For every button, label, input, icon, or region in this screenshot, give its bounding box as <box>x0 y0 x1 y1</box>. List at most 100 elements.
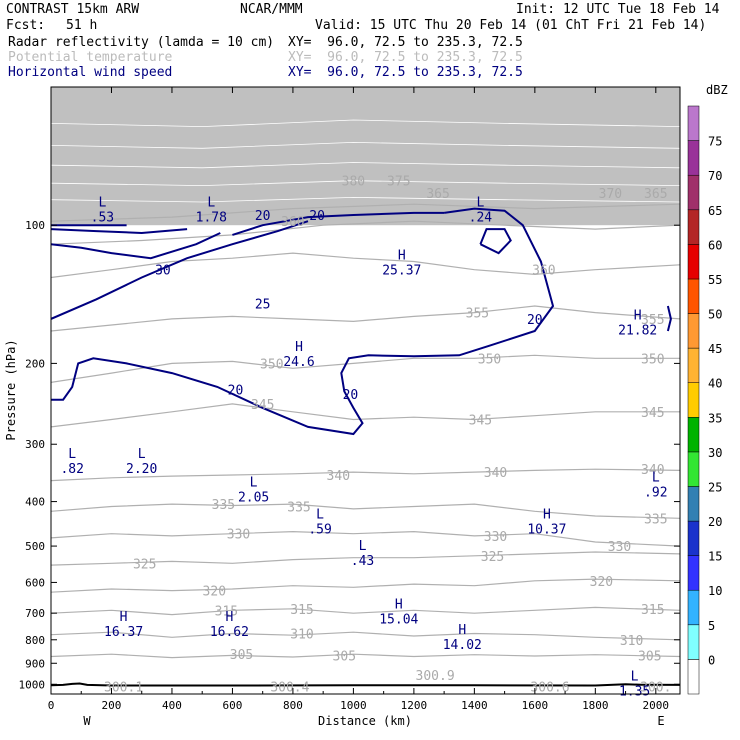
theta-label: 330 <box>484 530 507 545</box>
theta-label: 325 <box>481 550 504 565</box>
field-reflectivity-name: Radar reflectivity (lamda = 10 cm) <box>8 35 275 50</box>
colorbar-swatch <box>687 417 700 453</box>
extremum-value: 1.35 <box>619 684 650 699</box>
x-tick-label: 1000 <box>340 699 367 712</box>
stratosphere-theta-band <box>51 87 680 226</box>
theta-contour-325 <box>51 551 680 566</box>
theta-label: 350 <box>641 352 664 367</box>
theta-label: 300.4 <box>270 680 309 695</box>
theta-label: 320 <box>590 575 613 590</box>
wind-speed-label: 30 <box>155 264 171 279</box>
extremum-value: .53 <box>91 211 114 226</box>
theta-label: 320 <box>203 585 226 600</box>
wind-contour-35 <box>51 228 188 235</box>
theta-contour-310 <box>51 631 680 641</box>
extremum-kind: L <box>138 447 146 462</box>
theta-contour-340 <box>51 468 680 482</box>
extremum-value: 2.05 <box>238 491 269 506</box>
theta-contour-355 <box>51 305 680 332</box>
x-tick-label: 800 <box>283 699 303 712</box>
theta-label: 315 <box>290 603 313 618</box>
colorbar-level-label: 40 <box>708 377 722 391</box>
theta-label: 305 <box>230 648 253 663</box>
theta-label: 335 <box>287 501 310 516</box>
colorbar-level-label: 0 <box>708 653 715 667</box>
extremum-kind: H <box>120 610 128 625</box>
colorbar-level-label: 15 <box>708 550 722 564</box>
theta-label: 365 <box>426 187 449 202</box>
wind-speed-label: 25 <box>255 297 271 312</box>
extremum-value: 15.04 <box>379 612 418 627</box>
extremum-value: 14.02 <box>443 638 482 653</box>
theta-label: 305 <box>333 649 356 664</box>
theta-label: 360 <box>532 264 555 279</box>
extremum-value: .24 <box>469 211 493 226</box>
colorbar-level-label: 10 <box>708 584 722 598</box>
colorbar-level-label: 50 <box>708 308 722 322</box>
wind-speed-label: 20 <box>255 209 271 224</box>
field-reflectivity-xy: XY= 96.0, 72.5 to 235.3, 72.5 <box>288 35 523 50</box>
x-tick-label: 200 <box>102 699 122 712</box>
x-tick-label: 1800 <box>582 699 609 712</box>
colorbar-swatch <box>687 624 700 660</box>
model-title: CONTRAST 15km ARW <box>6 2 140 17</box>
extremum-value: 1.78 <box>196 211 227 226</box>
colorbar-level-label: 35 <box>708 411 722 425</box>
field-theta-name: Potential temperature <box>8 50 173 65</box>
colorbar-level-label: 25 <box>708 481 722 495</box>
theta-contour-365 <box>51 220 680 245</box>
y-tick-label: 700 <box>25 607 45 620</box>
extremum-kind: L <box>476 196 484 211</box>
theta-label: 345 <box>469 414 492 429</box>
wind-speed-label: 20 <box>343 388 359 403</box>
field-wind-xy: XY= 96.0, 72.5 to 235.3, 72.5 <box>288 65 523 80</box>
theta-label: 340 <box>327 469 350 484</box>
colorbar-swatch <box>687 244 700 280</box>
colorbar-level-label: 70 <box>708 169 722 183</box>
colorbar-level-label: 75 <box>708 135 722 149</box>
theta-label: 345 <box>251 398 274 413</box>
extremum-kind: L <box>631 669 639 684</box>
extremum-kind: H <box>398 249 406 264</box>
extremum-kind: L <box>68 447 76 462</box>
wind-contour-25 <box>51 220 309 320</box>
extremum-value: 16.37 <box>104 625 143 640</box>
wind-contour-30 <box>51 232 221 260</box>
x-axis-east-label: E <box>657 714 664 728</box>
x-tick-label: 1400 <box>461 699 488 712</box>
theta-contour-335 <box>51 503 680 519</box>
theta-label: 350 <box>478 352 501 367</box>
extremum-value: .59 <box>308 523 331 538</box>
x-tick-label: 600 <box>223 699 243 712</box>
y-tick-label: 900 <box>25 657 45 670</box>
colorbar-swatch <box>687 382 700 418</box>
stratosphere-isentrope <box>51 119 680 128</box>
x-tick-label: 0 <box>48 699 55 712</box>
colorbar-level-label: 45 <box>708 342 722 356</box>
extremum-kind: L <box>316 508 324 523</box>
x-axis-west-label: W <box>83 714 91 728</box>
theta-contour-305 <box>51 653 680 659</box>
theta-label: 340 <box>484 466 507 481</box>
forecast-hours: 51 h <box>66 18 98 33</box>
extremum-kind: L <box>98 196 106 211</box>
theta-label: 300.9 <box>416 669 455 684</box>
extremum-value: 10.37 <box>527 523 566 538</box>
wind-speed-label: 20 <box>228 384 244 399</box>
forecast-label: Fcst: <box>6 18 46 33</box>
extremum-kind: H <box>225 610 233 625</box>
colorbar-level-label: 5 <box>708 619 715 633</box>
theta-label: 310 <box>620 634 643 649</box>
theta-label: 335 <box>644 512 667 527</box>
colorbar-level-label: 20 <box>708 515 722 529</box>
theta-label: 330 <box>227 528 250 543</box>
colorbar-swatch <box>687 174 700 211</box>
extremum-value: 2.20 <box>126 462 157 477</box>
theta-label: 360 <box>281 215 304 230</box>
colorbar-swatch <box>687 140 700 176</box>
theta-label: 335 <box>212 498 235 513</box>
theta-label: 355 <box>466 307 489 322</box>
theta-label: 300.6 <box>530 680 569 695</box>
theta-label: 345 <box>641 406 664 421</box>
theta-contour-360 <box>51 252 680 279</box>
